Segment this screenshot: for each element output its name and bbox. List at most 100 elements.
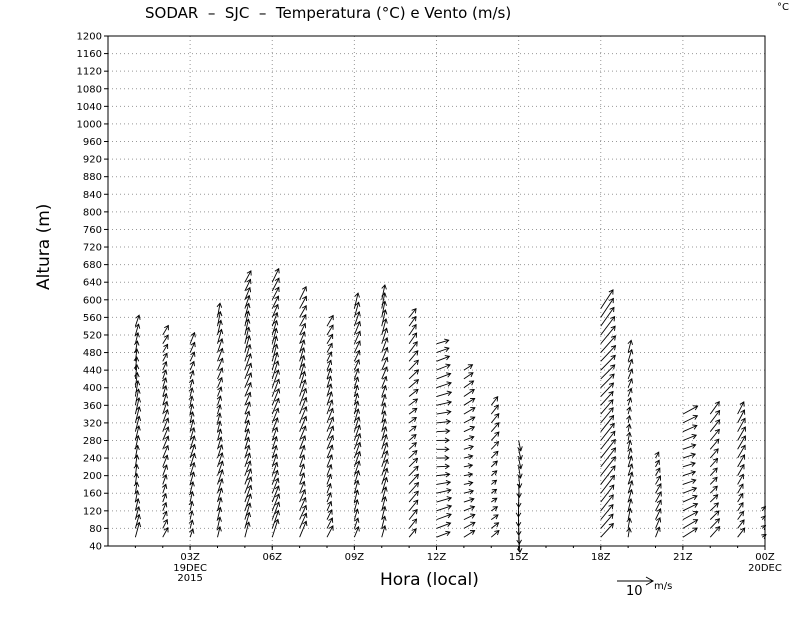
wind-arrow	[162, 526, 169, 538]
wind-arrow	[436, 521, 452, 529]
wind-arrow-shaft	[600, 415, 614, 432]
wind-arrow-head	[445, 471, 451, 478]
wind-arrow	[299, 322, 307, 336]
wind-arrow	[271, 518, 280, 538]
wind-arrow-head	[608, 399, 614, 405]
wind-arrow-shaft	[244, 437, 250, 450]
wind-arrow-head	[274, 397, 280, 404]
wind-arrow-head	[714, 518, 721, 524]
wind-arrow-head	[217, 436, 223, 442]
wind-arrow	[408, 359, 419, 371]
wind-arrow-head	[627, 348, 634, 355]
wind-arrow-head	[354, 408, 360, 414]
wind-arrow-head	[413, 473, 420, 479]
wind-arrow-shaft	[299, 513, 307, 529]
wind-arrow-head	[216, 395, 223, 401]
wind-arrow-shaft	[326, 368, 332, 380]
wind-arrow-head	[381, 418, 387, 424]
wind-arrow-shaft	[326, 464, 332, 476]
wind-arrow-head	[382, 433, 388, 440]
wind-arrow	[189, 461, 196, 476]
wind-arrow-head	[273, 303, 279, 310]
wind-arrow	[271, 387, 281, 406]
wind-arrow-head	[411, 434, 417, 440]
wind-arrow	[381, 441, 389, 459]
wind-arrow-head	[446, 488, 452, 494]
wind-arrow-head	[273, 351, 279, 358]
wind-arrow-shaft	[490, 396, 499, 406]
wind-arrow	[682, 470, 697, 477]
wind-arrow	[408, 407, 418, 415]
y-tick-label: 560	[83, 313, 102, 324]
wind-arrow-shaft	[271, 454, 277, 468]
wind-arrow-shaft	[627, 527, 631, 538]
wind-arrow-shaft	[737, 527, 746, 538]
wind-arrow-shaft	[326, 426, 334, 441]
wind-arrow	[381, 337, 389, 353]
x-tick-label: 18Z	[591, 552, 611, 563]
wind-arrow	[600, 297, 614, 318]
wind-arrow	[408, 481, 420, 494]
wind-arrow	[600, 354, 616, 371]
wind-arrow	[627, 358, 634, 371]
wind-arrow-shaft	[436, 465, 450, 468]
wind-arrow	[516, 475, 523, 489]
wind-arrow-shaft	[134, 364, 138, 379]
wind-arrow	[299, 463, 306, 476]
wind-arrow-head	[190, 341, 196, 348]
wind-arrow-head	[355, 320, 361, 327]
wind-arrow-shaft	[655, 508, 662, 520]
wind-arrow	[162, 360, 168, 371]
wind-arrow-shaft	[408, 332, 417, 345]
wind-arrow-head	[690, 452, 697, 458]
wind-arrow	[463, 435, 475, 441]
wind-arrow-shaft	[217, 526, 221, 538]
wind-arrow	[627, 498, 633, 511]
wind-arrow	[381, 384, 387, 397]
wind-arrow-head	[353, 376, 360, 382]
wind-arrow-head	[444, 455, 450, 461]
y-tick-label: 320	[83, 418, 102, 429]
wind-arrow-head	[218, 460, 224, 466]
wind-arrow-head	[413, 359, 419, 365]
wind-arrow-head	[413, 465, 419, 471]
wind-arrow-shaft	[463, 473, 473, 477]
wind-arrow-shaft	[463, 436, 474, 441]
wind-arrow	[326, 425, 335, 441]
wind-arrow-head	[327, 351, 333, 357]
wind-arrow-shaft	[299, 472, 305, 485]
wind-arrow-shaft	[408, 341, 418, 353]
wind-arrow	[134, 323, 141, 336]
wind-arrow-shaft	[353, 368, 359, 380]
wind-arrow	[326, 324, 334, 336]
wind-arrow-shaft	[299, 331, 305, 344]
wind-arrow	[381, 402, 387, 415]
wind-arrow-shaft	[408, 350, 419, 362]
wind-arrow-shaft	[326, 416, 334, 432]
wind-arrow-shaft	[271, 510, 279, 529]
wind-arrow-head	[383, 441, 389, 448]
wind-arrow	[189, 481, 195, 494]
wind-arrow-head	[246, 391, 252, 398]
wind-arrow	[627, 479, 634, 494]
wind-arrow	[408, 499, 419, 512]
wind-arrow-shaft	[162, 377, 167, 388]
wind-arrow-shaft	[737, 474, 744, 485]
wind-arrow-head	[328, 399, 334, 405]
wind-arrow	[381, 426, 388, 441]
wind-arrow-head	[446, 400, 453, 406]
wind-arrow	[408, 388, 419, 397]
wind-arrow-head	[469, 530, 476, 535]
wind-arrow-shaft	[217, 507, 221, 520]
wind-arrow	[381, 505, 387, 520]
wind-arrow-shaft	[353, 302, 360, 318]
wind-arrow	[216, 420, 222, 432]
wind-arrow-head	[412, 508, 418, 515]
wind-arrow-shaft	[627, 498, 632, 511]
wind-arrow-shaft	[244, 270, 252, 283]
x-tick-label: 03Z	[180, 552, 200, 563]
wind-arrow-shaft	[217, 320, 222, 336]
wind-arrow-head	[610, 315, 616, 322]
wind-arrow-shaft	[271, 493, 280, 511]
wind-arrow-head	[326, 359, 333, 365]
